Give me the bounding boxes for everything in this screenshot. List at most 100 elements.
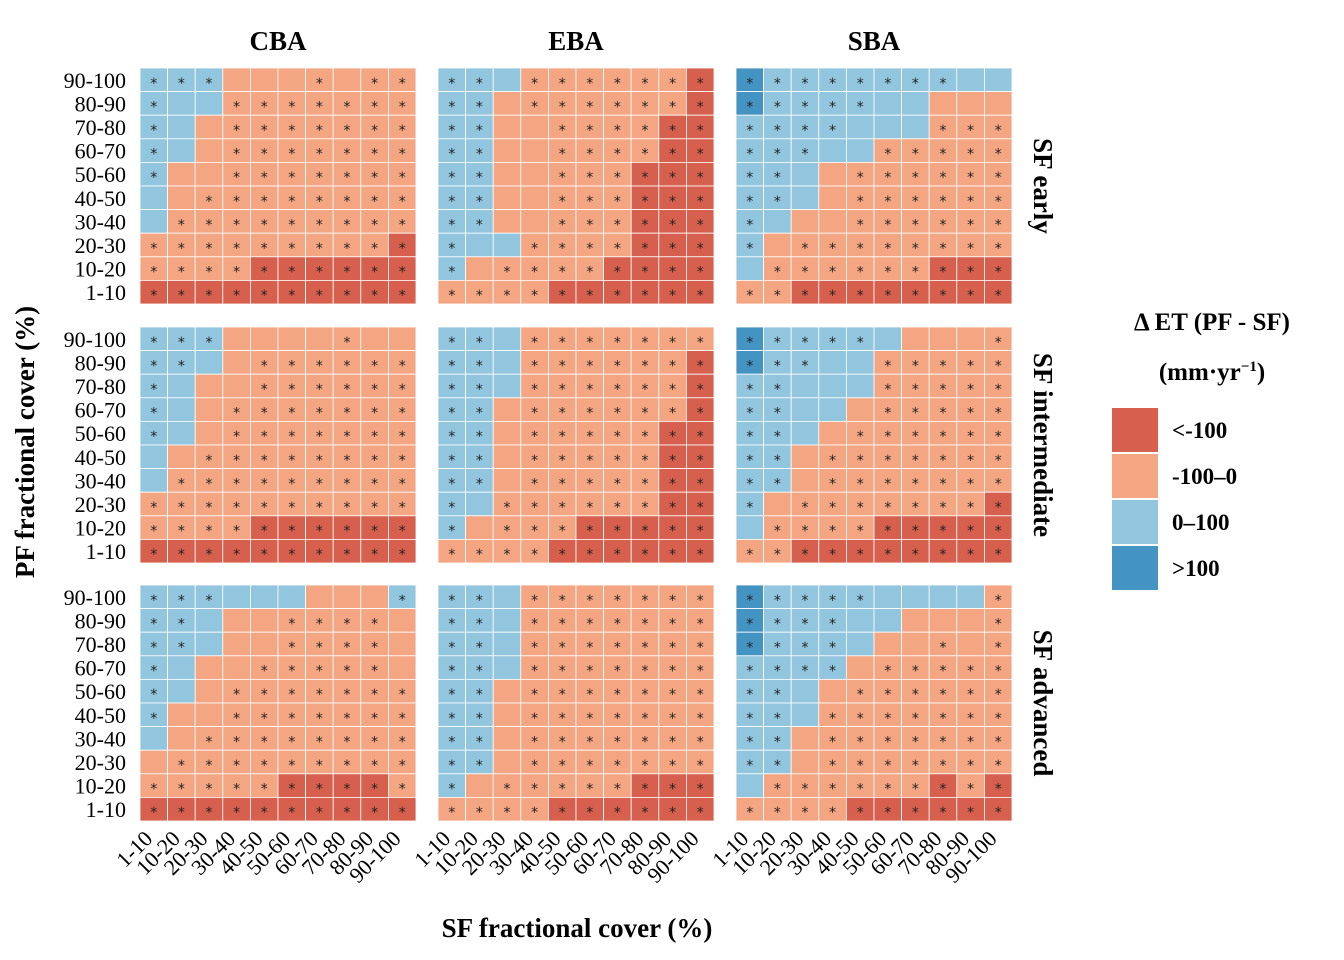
significance-mark: * [315,241,323,257]
significance-mark: * [448,593,456,609]
panel-cba-sf-early: * * * * * * * * * * * * * * * * * * * * * * * * * * * * * * * * * * * * * * * *… [139,67,417,305]
row-facet-label: SF early [1028,138,1058,234]
significance-mark: * [696,335,704,351]
significance-mark: * [994,217,1002,233]
significance-mark: * [773,687,781,703]
significance-mark: * [668,429,676,445]
significance-mark: * [613,500,621,516]
significance-mark: * [696,500,704,516]
heatmap-cell [465,773,494,798]
heatmap-cell [492,584,522,610]
significance-mark: * [884,687,892,703]
heatmap-cell [492,679,522,704]
significance-mark: * [475,687,483,703]
significance-mark: * [558,76,566,92]
significance-mark: * [939,429,947,445]
significance-mark: * [288,453,296,469]
y-tick-label: 50-60 [75,421,126,446]
significance-mark: * [586,406,594,422]
heatmap-cell [984,539,1013,564]
significance-mark: * [613,382,621,398]
significance-mark: * [994,616,1002,632]
significance-mark: * [641,616,649,632]
significance-mark: * [856,782,864,798]
significance-mark: * [232,147,240,163]
significance-mark: * [911,476,919,492]
significance-mark: * [966,194,974,210]
significance-mark: * [398,476,406,492]
significance-mark: * [828,476,836,492]
heatmap-cell [901,631,930,657]
significance-mark: * [911,429,919,445]
significance-mark: * [746,476,754,492]
significance-mark: * [966,687,974,703]
significance-mark: * [530,99,538,115]
heatmap-cell [167,655,196,680]
significance-mark: * [994,406,1002,422]
heatmap-cell [873,608,903,633]
significance-mark: * [613,524,621,540]
heatmap-cell [686,797,715,822]
significance-mark: * [828,241,836,257]
significance-mark: * [668,382,676,398]
heatmap-cell [167,185,196,211]
heatmap-cell [492,420,522,446]
significance-mark: * [773,734,781,750]
y-tick-label: 40-50 [75,186,126,211]
significance-mark: * [613,664,621,680]
significance-mark: * [911,288,919,304]
significance-mark: * [260,500,268,516]
significance-mark: * [773,524,781,540]
heatmap-cell [277,584,307,610]
significance-mark: * [773,616,781,632]
significance-mark: * [150,335,158,351]
significance-mark: * [746,711,754,727]
heatmap-cell [984,797,1013,822]
heatmap-cell [194,350,224,375]
significance-mark: * [475,170,483,186]
significance-mark: * [530,288,538,304]
heatmap-cell [846,608,875,633]
significance-mark: * [773,547,781,563]
significance-mark: * [773,805,781,821]
heatmap-cell [956,91,985,116]
significance-mark: * [150,147,158,163]
significance-mark: * [696,429,704,445]
significance-mark: * [448,453,456,469]
significance-mark: * [288,711,296,727]
significance-mark: * [205,194,213,210]
significance-mark: * [370,805,378,821]
significance-mark: * [150,265,158,281]
heatmap-cell [818,373,847,399]
significance-mark: * [448,99,456,115]
significance-mark: * [177,358,185,374]
significance-mark: * [911,524,919,540]
significance-mark: * [315,170,323,186]
significance-mark: * [828,782,836,798]
heatmap-cell [194,631,224,657]
significance-mark: * [668,524,676,540]
significance-mark: * [773,335,781,351]
heatmap-cell [818,420,847,446]
y-tick-label: 50-60 [75,162,126,187]
significance-mark: * [150,99,158,115]
heatmap-cell [332,584,362,610]
heatmap-cell [139,209,169,234]
significance-mark: * [150,241,158,257]
significance-mark: * [746,734,754,750]
heatmap-cell [387,279,417,305]
significance-mark: * [641,453,649,469]
y-tick-label: 20-30 [75,233,126,258]
significance-mark: * [232,476,240,492]
significance-mark: * [801,640,809,656]
significance-mark: * [911,453,919,469]
y-tick-label: 70-80 [75,632,126,657]
significance-mark: * [773,782,781,798]
significance-mark: * [884,406,892,422]
significance-mark: * [746,406,754,422]
significance-mark: * [911,758,919,774]
significance-mark: * [288,123,296,139]
significance-mark: * [994,335,1002,351]
significance-mark: * [613,782,621,798]
significance-mark: * [558,640,566,656]
